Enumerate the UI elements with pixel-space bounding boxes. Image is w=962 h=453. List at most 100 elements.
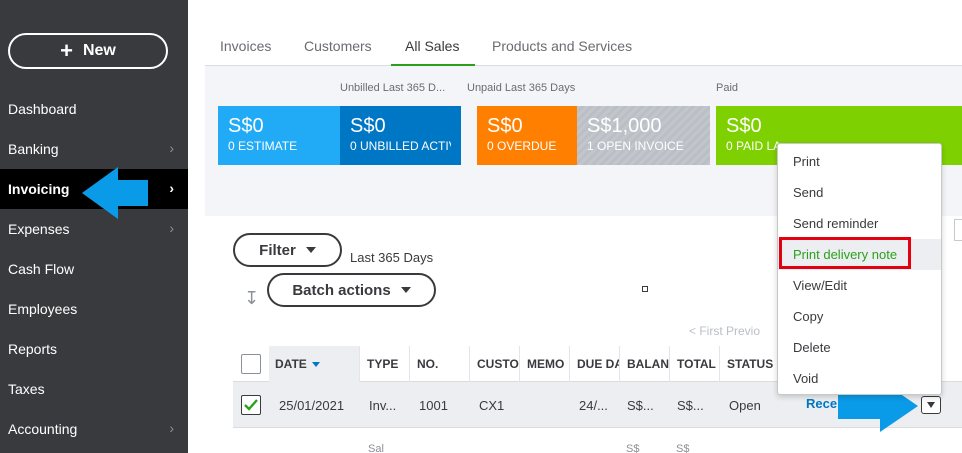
sidebar-item-label: Invoicing — [8, 181, 70, 197]
annotation-arrow-left-icon — [82, 167, 148, 219]
estimate-count: 0 ESTIMATE — [228, 139, 298, 153]
cell-memo — [523, 382, 569, 428]
column-label: DATE — [275, 357, 307, 371]
cell-customer: CX1 — [479, 397, 505, 413]
open-invoice-count: 1 OPEN INVOICE — [587, 139, 684, 153]
next-row-total: S$ — [676, 443, 690, 453]
sidebar: + New Dashboard Banking › Invoicing › Ex… — [0, 0, 188, 453]
sidebar-item-label: Expenses — [8, 221, 70, 237]
column-no[interactable]: NO. — [411, 346, 470, 382]
sidebar-item-invoicing[interactable]: Invoicing › — [0, 169, 188, 209]
menu-item-send-reminder[interactable]: Send reminder — [793, 216, 879, 231]
cell-total: S$... — [677, 397, 704, 413]
chevron-right-icon: › — [169, 140, 174, 156]
sidebar-item-reports[interactable]: Reports — [0, 329, 188, 369]
batch-actions-label: Batch actions — [292, 281, 391, 299]
receive-payment-link[interactable]: Rece — [806, 396, 838, 411]
tab-invoices[interactable]: Invoices — [220, 38, 272, 54]
sidebar-item-label: Banking — [8, 141, 59, 157]
pagination[interactable]: < First Previo — [689, 324, 761, 338]
column-balance[interactable]: BALAN — [621, 346, 670, 382]
cell-balance: S$... — [627, 397, 654, 413]
active-tab-indicator — [391, 64, 475, 67]
overdue-card[interactable]: S$0 0 OVERDUE — [477, 106, 577, 165]
cursor-marker-icon — [642, 286, 648, 292]
sidebar-item-accounting[interactable]: Accounting › — [0, 409, 188, 449]
sidebar-item-taxes[interactable]: Taxes — [0, 369, 188, 409]
row-actions-menu: Print Send Send reminder Print delivery … — [777, 143, 942, 395]
column-label: DUE DA — [577, 357, 620, 371]
sidebar-item-label: Dashboard — [8, 101, 77, 117]
column-label: TYPE — [367, 357, 399, 371]
menu-item-delete[interactable]: Delete — [793, 340, 831, 355]
new-button[interactable]: + New — [8, 33, 168, 69]
caret-down-icon — [305, 247, 316, 253]
overdue-count: 0 OVERDUE — [487, 139, 557, 153]
cell-due-date: 24/... — [579, 397, 608, 413]
column-label: CUSTO — [477, 357, 519, 371]
column-due-date[interactable]: DUE DA — [571, 346, 620, 382]
row-checkbox[interactable] — [241, 395, 261, 415]
sidebar-item-label: Taxes — [8, 381, 45, 397]
sidebar-item-employees[interactable]: Employees — [0, 289, 188, 329]
column-label: BALAN — [627, 357, 669, 371]
plus-icon: + — [60, 38, 73, 63]
paid-label: Paid — [716, 82, 739, 94]
column-date[interactable]: DATE — [269, 346, 360, 382]
menu-item-send[interactable]: Send — [793, 185, 824, 200]
open-invoice-amount: S$1,000 — [587, 115, 662, 137]
sidebar-item-expenses[interactable]: Expenses › — [0, 209, 188, 249]
open-invoice-card[interactable]: S$1,000 1 OPEN INVOICE — [577, 106, 710, 165]
sidebar-item-label: Cash Flow — [8, 261, 75, 277]
sidebar-item-dashboard[interactable]: Dashboard — [0, 89, 188, 129]
tab-all-sales[interactable]: All Sales — [405, 38, 460, 54]
batch-actions-button[interactable]: Batch actions — [267, 273, 436, 307]
column-label: NO. — [417, 357, 439, 371]
unbilled-activity-card[interactable]: S$0 0 UNBILLED ACTIV — [340, 106, 461, 165]
menu-item-copy[interactable]: Copy — [793, 309, 824, 324]
chevron-right-icon: › — [169, 420, 174, 436]
caret-down-icon — [927, 402, 935, 408]
checkmark-icon — [244, 399, 258, 411]
menu-item-print-delivery-note[interactable]: Print delivery note — [778, 239, 941, 270]
paid-amount: S$0 — [726, 115, 762, 137]
cell-status: Open — [729, 397, 761, 413]
chevron-right-icon: › — [169, 180, 174, 196]
sidebar-item-label: Employees — [8, 301, 78, 317]
sidebar-item-label: Accounting — [8, 421, 78, 437]
filter-button[interactable]: Filter — [233, 233, 342, 267]
tab-customers[interactable]: Customers — [304, 38, 372, 54]
unbilled-amount: S$0 — [350, 115, 386, 137]
overdue-amount: S$0 — [487, 115, 523, 137]
menu-item-print[interactable]: Print — [793, 154, 820, 169]
column-memo[interactable]: MEMO — [521, 346, 570, 382]
column-total[interactable]: TOTAL — [671, 346, 720, 382]
estimate-amount: S$0 — [228, 115, 264, 137]
sidebar-item-banking[interactable]: Banking › — [0, 129, 188, 169]
column-customer[interactable]: CUSTO — [471, 346, 520, 382]
sales-tabs: Invoices Customers All Sales Products an… — [205, 28, 962, 67]
row-actions-dropdown-button[interactable] — [921, 396, 941, 414]
menu-item-void[interactable]: Void — [793, 371, 819, 386]
date-range-label: Last 365 Days — [350, 250, 434, 265]
sort-desc-icon — [311, 361, 320, 367]
column-type[interactable]: TYPE — [361, 346, 410, 382]
column-label: STATUS — [727, 357, 774, 371]
menu-item-view-edit[interactable]: View/Edit — [793, 278, 847, 293]
sort-arrow-icon[interactable]: ↧ — [244, 288, 260, 308]
table-header: DATE TYPE NO. CUSTO MEMO DUE DA BALAN TO… — [233, 346, 962, 382]
sidebar-item-label: Reports — [8, 341, 58, 357]
unbilled-label: Unbilled Last 365 D... — [340, 82, 446, 94]
estimate-card[interactable]: S$0 0 ESTIMATE — [218, 106, 340, 165]
sidebar-item-cash-flow[interactable]: Cash Flow — [0, 249, 188, 289]
column-status[interactable]: STATUS — [721, 346, 777, 382]
cell-date: 25/01/2021 — [279, 397, 345, 413]
new-button-label: New — [82, 42, 116, 59]
side-panel-tab[interactable] — [954, 219, 962, 241]
select-all-checkbox[interactable] — [241, 354, 261, 374]
tab-products-and-services[interactable]: Products and Services — [492, 38, 633, 54]
cell-no: 1001 — [419, 397, 448, 413]
filter-button-label: Filter — [259, 241, 296, 259]
chevron-right-icon: › — [169, 220, 174, 236]
unbilled-count: 0 UNBILLED ACTIV — [350, 139, 451, 153]
